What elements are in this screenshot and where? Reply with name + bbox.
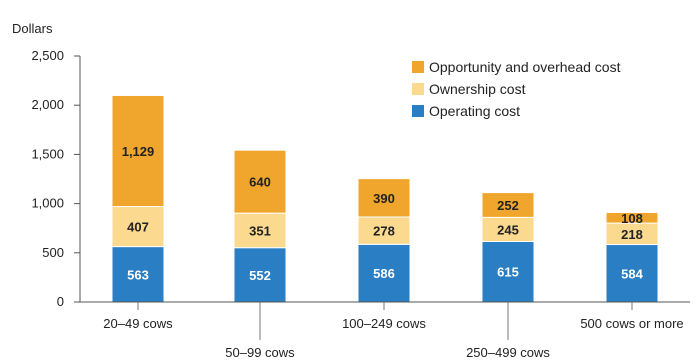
bar-segment xyxy=(233,149,287,214)
data-label: 108 xyxy=(621,211,643,226)
y-tick-label: 0 xyxy=(57,294,64,309)
legend-label: Opportunity and overhead cost xyxy=(429,59,621,75)
x-axis: 20–49 cows 50–99 cows 100–249 cows 250–499 … xyxy=(80,301,690,360)
bars: 563 407 1,129 552 351 640 586 278 390 615 245 252 58… xyxy=(111,94,659,303)
legend-label: Operating cost xyxy=(429,103,520,119)
data-label: 252 xyxy=(497,198,519,213)
bar-segment xyxy=(357,178,411,218)
legend-label: Ownership cost xyxy=(429,81,526,97)
data-label: 407 xyxy=(127,220,149,235)
bar-segment xyxy=(111,206,165,248)
data-label: 640 xyxy=(249,175,271,190)
y-tick-label: 1,500 xyxy=(31,146,64,161)
x-tick-label: 250–499 cows xyxy=(466,345,550,360)
y-tick-label: 500 xyxy=(42,245,64,260)
data-label: 584 xyxy=(621,266,643,281)
legend-swatch xyxy=(412,105,424,117)
bar-segment xyxy=(605,211,659,224)
data-label: 586 xyxy=(373,266,395,281)
bar-segment xyxy=(605,244,659,303)
bar-segment xyxy=(357,216,411,245)
data-label: 1,129 xyxy=(122,144,155,159)
x-tick-label: 20–49 cows xyxy=(103,316,173,331)
y-tick-label: 2,000 xyxy=(31,97,64,112)
data-label: 218 xyxy=(621,227,643,242)
y-axis-label: Dollars xyxy=(12,21,53,36)
legend: Opportunity and overhead cost Ownership c… xyxy=(412,59,621,119)
data-label: 278 xyxy=(373,224,395,239)
data-label: 245 xyxy=(497,222,519,237)
y-tick-label: 2,500 xyxy=(31,48,64,63)
bar-segment xyxy=(481,240,535,303)
data-label: 615 xyxy=(497,265,519,280)
x-tick-label: 100–249 cows xyxy=(342,316,426,331)
bar-segment xyxy=(481,192,535,218)
data-label: 552 xyxy=(249,268,271,283)
data-label: 390 xyxy=(373,191,395,206)
legend-swatch xyxy=(412,83,424,95)
bar-segment xyxy=(357,243,411,303)
data-label: 351 xyxy=(249,223,271,238)
x-tick-label: 500 cows or more xyxy=(580,316,683,331)
x-tick-label: 50–99 cows xyxy=(225,345,295,360)
bar-segment xyxy=(233,247,287,303)
y-axis: 0 500 1,000 1,500 2,000 2,500 xyxy=(31,48,81,309)
legend-swatch xyxy=(412,61,424,73)
data-label: 563 xyxy=(127,267,149,282)
bar-segment xyxy=(111,94,165,208)
bar-segment xyxy=(233,212,287,249)
bar-segment xyxy=(481,216,535,242)
y-tick-label: 1,000 xyxy=(31,196,64,211)
